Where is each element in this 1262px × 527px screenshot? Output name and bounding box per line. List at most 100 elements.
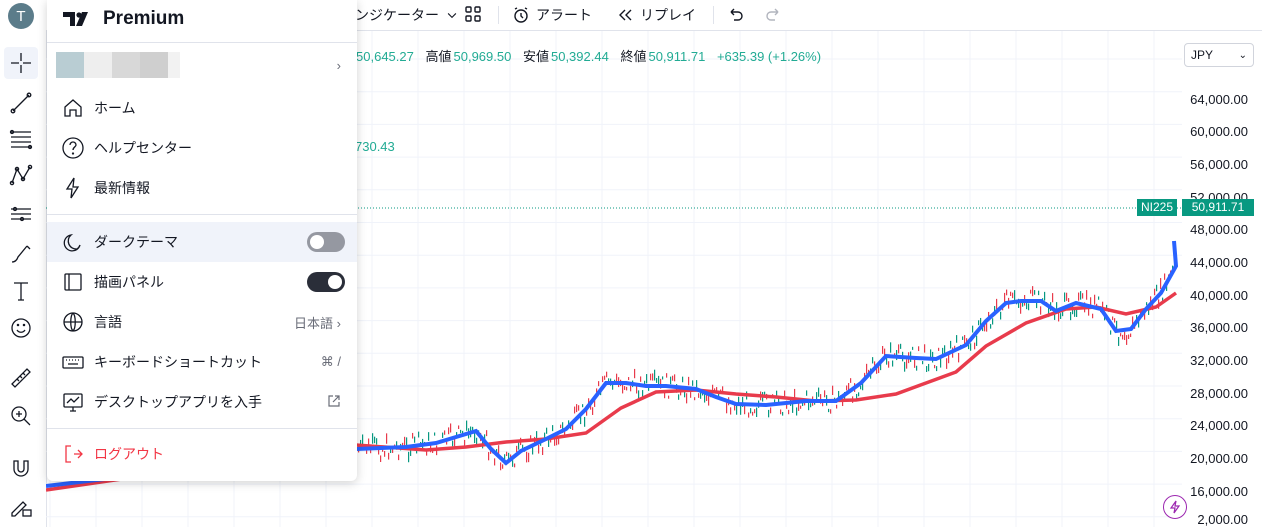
candle <box>558 438 560 445</box>
lock-pencil-icon[interactable] <box>4 490 38 522</box>
candle <box>966 338 968 343</box>
menu-item-dark-theme[interactable]: ダークテーマ <box>47 222 357 262</box>
menu-item-language[interactable]: 言語 日本語 › <box>47 302 357 342</box>
ruler-icon[interactable] <box>4 362 38 394</box>
emoji-icon[interactable] <box>4 312 38 344</box>
price-tick-label: 36,000.00 <box>1190 320 1248 335</box>
candle <box>1080 291 1082 300</box>
candle <box>1028 303 1030 311</box>
alert-button[interactable]: アラート <box>512 5 592 25</box>
candle <box>948 354 950 364</box>
menu-item-shortcuts[interactable]: キーボードショートカット ⌘ / <box>47 342 357 382</box>
chevron-down-icon: ⌄ <box>1238 49 1247 61</box>
brush-icon[interactable] <box>4 237 38 269</box>
candle <box>878 362 880 374</box>
candle <box>924 344 926 353</box>
indicators-label: インジケーター <box>341 7 439 23</box>
user-menu: Premium › ホーム ヘルプセンター 最新情報 ダークテーマ 描画パネル … <box>47 0 357 481</box>
undo-icon[interactable] <box>727 5 745 23</box>
candle <box>1004 292 1006 303</box>
bolt-icon[interactable] <box>1163 495 1187 519</box>
low-value: 50,392.44 <box>550 49 609 64</box>
currency-select[interactable]: JPY ⌄ <box>1184 43 1254 67</box>
candle <box>774 399 776 405</box>
pattern-icon[interactable] <box>4 160 38 192</box>
redo-icon[interactable] <box>764 5 782 23</box>
candle <box>860 385 862 390</box>
layout-grid-icon[interactable] <box>464 5 482 23</box>
candle <box>1006 289 1008 296</box>
candle <box>1044 291 1046 301</box>
candle <box>678 394 680 400</box>
candle <box>842 399 844 407</box>
moving-average-short <box>46 240 1179 488</box>
candle <box>664 389 666 399</box>
candle <box>494 458 496 466</box>
replay-button[interactable]: リプレイ <box>616 5 696 25</box>
candle <box>374 436 376 444</box>
candle <box>666 373 668 378</box>
high-key: 高値 <box>425 49 452 64</box>
menu-item-logout[interactable]: ログアウト <box>47 434 357 474</box>
candle <box>362 434 364 445</box>
candle <box>1130 333 1132 338</box>
candle <box>1018 298 1020 308</box>
divider <box>47 42 357 43</box>
candle <box>806 390 808 396</box>
candle <box>1032 286 1034 297</box>
trend-line-icon[interactable] <box>4 87 38 119</box>
candle <box>1138 320 1140 328</box>
candle <box>736 405 738 415</box>
account-row[interactable]: › <box>47 50 357 82</box>
candle <box>410 447 412 456</box>
fib-icon[interactable] <box>4 123 38 155</box>
candle <box>882 345 884 354</box>
drawing-panel-toggle[interactable] <box>307 272 345 292</box>
candle <box>1136 315 1138 320</box>
candle <box>782 411 784 416</box>
candle <box>604 375 606 380</box>
candle <box>1092 313 1094 319</box>
candle <box>944 345 946 355</box>
candle <box>602 376 604 383</box>
dark-theme-toggle[interactable] <box>307 232 345 252</box>
candle <box>800 405 802 409</box>
candle <box>1116 320 1118 332</box>
candle <box>414 436 416 443</box>
price-tick-label: 16,000.00 <box>1190 484 1248 499</box>
candle <box>1160 278 1162 289</box>
candle <box>866 363 868 374</box>
candle <box>694 397 696 401</box>
toggle-knob <box>310 235 324 249</box>
candle <box>768 409 770 418</box>
candle <box>1012 292 1014 299</box>
home-icon <box>61 96 85 120</box>
candle <box>798 400 800 411</box>
language-value: 日本語 › <box>294 315 341 331</box>
candle <box>1144 311 1146 320</box>
menu-item-help[interactable]: ヘルプセンター <box>47 128 357 168</box>
candle <box>502 464 504 469</box>
gann-icon[interactable] <box>4 198 38 230</box>
candle <box>690 392 692 398</box>
menu-item-label: 言語 <box>94 314 122 330</box>
crosshair-icon[interactable] <box>4 47 38 79</box>
candle <box>696 380 698 390</box>
menu-item-home[interactable]: ホーム <box>47 88 357 128</box>
menu-item-desktop-app[interactable]: デスクトップアプリを入手 <box>47 382 357 422</box>
menu-item-drawing-panel[interactable]: 描画パネル <box>47 262 357 302</box>
candle <box>962 336 964 340</box>
indicators-button[interactable]: インジケーター <box>341 5 459 25</box>
candle <box>784 390 786 397</box>
candle <box>818 387 820 397</box>
zoom-icon[interactable] <box>4 400 38 432</box>
candle <box>1060 313 1062 319</box>
menu-item-news[interactable]: 最新情報 <box>47 168 357 208</box>
text-icon[interactable] <box>4 275 38 307</box>
magnet-icon[interactable] <box>4 452 38 484</box>
user-avatar[interactable]: T <box>8 3 34 29</box>
lightning-icon <box>61 176 85 200</box>
candle <box>372 433 374 444</box>
candle <box>1058 311 1060 322</box>
candle <box>434 432 436 436</box>
